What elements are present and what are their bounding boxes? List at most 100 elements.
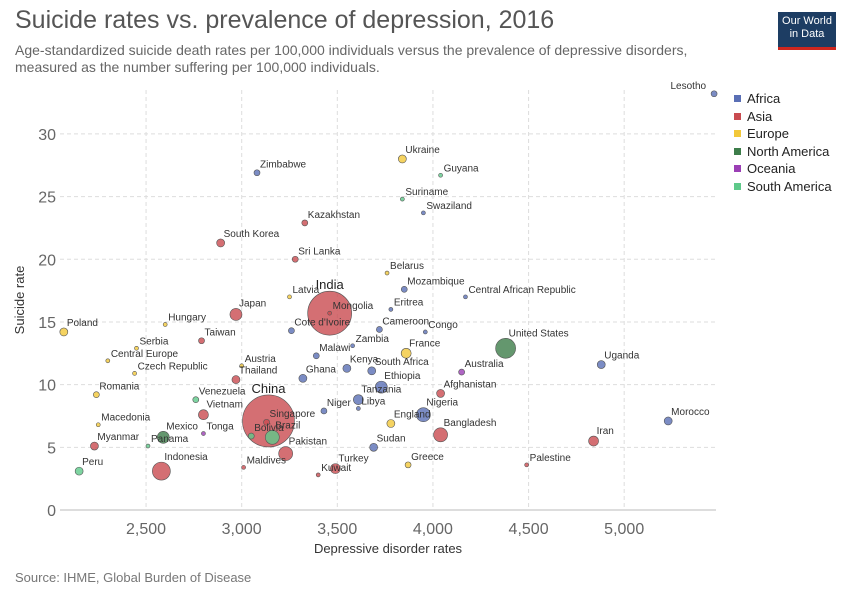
legend-item[interactable]: Asia bbox=[734, 109, 772, 124]
data-point bbox=[216, 238, 225, 248]
data-point bbox=[375, 380, 388, 394]
y-tick-label: 10 bbox=[38, 378, 56, 395]
data-point bbox=[386, 419, 396, 428]
y-tick-label: 25 bbox=[38, 190, 56, 207]
data-point bbox=[59, 327, 69, 337]
data-label: Ethiopia bbox=[384, 371, 421, 382]
x-tick-label: 3,000 bbox=[222, 521, 262, 538]
data-label: Maldives bbox=[247, 455, 286, 466]
data-point bbox=[421, 210, 426, 216]
data-point bbox=[264, 429, 280, 445]
data-point bbox=[152, 461, 171, 481]
data-label: Cote d'Ivoire bbox=[294, 318, 350, 329]
data-label: Zambia bbox=[356, 334, 390, 345]
data-label: Peru bbox=[82, 457, 103, 468]
data-label: South Korea bbox=[224, 229, 280, 240]
legend-label: Europe bbox=[747, 126, 789, 141]
data-point bbox=[342, 364, 352, 373]
data-label: Taiwan bbox=[205, 328, 236, 339]
data-label: Vietnam bbox=[206, 400, 243, 411]
data-label: Belarus bbox=[390, 261, 424, 272]
data-point bbox=[367, 366, 377, 376]
data-point bbox=[663, 416, 673, 426]
y-axis-label: Suicide rate bbox=[12, 266, 27, 335]
data-label: Indonesia bbox=[164, 452, 208, 463]
data-label: Zimbabwe bbox=[260, 160, 307, 171]
data-label: Afghanistan bbox=[444, 379, 497, 390]
x-tick-label: 2,500 bbox=[126, 521, 166, 538]
data-label: South Africa bbox=[375, 357, 429, 368]
data-label: Sudan bbox=[377, 433, 406, 444]
data-label: Iran bbox=[597, 426, 614, 437]
legend-item[interactable]: South America bbox=[734, 179, 832, 194]
data-point bbox=[438, 172, 443, 178]
x-tick-label: 5,000 bbox=[604, 521, 644, 538]
data-label: Macedonia bbox=[101, 413, 150, 424]
data-point bbox=[404, 461, 412, 469]
data-label: Mongolia bbox=[333, 301, 374, 312]
data-point bbox=[241, 465, 246, 470]
data-label: Swaziland bbox=[426, 201, 472, 212]
legend-swatch bbox=[734, 112, 741, 120]
data-label: Malawi bbox=[319, 343, 350, 354]
legend-item[interactable]: North America bbox=[734, 144, 829, 159]
data-point bbox=[433, 427, 448, 443]
data-point bbox=[301, 219, 309, 227]
data-point bbox=[710, 90, 718, 98]
data-point bbox=[298, 374, 308, 383]
data-point bbox=[263, 418, 270, 426]
data-point bbox=[198, 409, 209, 421]
legend-item[interactable]: Africa bbox=[734, 91, 780, 106]
data-point bbox=[596, 360, 606, 369]
legend-label: South America bbox=[747, 178, 832, 194]
data-point bbox=[353, 394, 364, 405]
legend-item[interactable]: Oceania bbox=[734, 161, 795, 176]
data-label: England bbox=[394, 409, 431, 420]
data-point bbox=[229, 308, 243, 321]
data-point bbox=[74, 466, 84, 476]
data-point bbox=[398, 154, 407, 164]
data-point bbox=[327, 310, 332, 316]
legend-label: North America bbox=[747, 143, 830, 159]
data-label: Panama bbox=[151, 434, 189, 445]
data-label: India bbox=[316, 277, 345, 292]
data-point bbox=[376, 326, 383, 333]
y-tick-label: 5 bbox=[47, 440, 56, 457]
data-label: Lesotho bbox=[670, 81, 706, 92]
data-point bbox=[105, 358, 111, 364]
legend-item[interactable]: Europe bbox=[734, 126, 789, 141]
data-point bbox=[145, 443, 151, 449]
data-label: Eritrea bbox=[394, 297, 424, 308]
data-point bbox=[90, 441, 99, 451]
legend-label: Asia bbox=[747, 108, 773, 124]
data-point bbox=[291, 255, 299, 263]
y-tick-label: 15 bbox=[38, 315, 56, 332]
owid-logo[interactable]: Our World in Data bbox=[778, 12, 836, 50]
x-tick-label: 3,500 bbox=[317, 521, 357, 538]
data-point bbox=[288, 327, 295, 335]
data-label: Turkey bbox=[338, 454, 368, 465]
data-label: Ukraine bbox=[405, 145, 440, 156]
data-point bbox=[400, 347, 412, 359]
data-point bbox=[369, 443, 378, 452]
data-point bbox=[278, 446, 293, 461]
data-point bbox=[320, 407, 328, 415]
data-label: Czech Republic bbox=[138, 361, 208, 372]
data-point bbox=[350, 343, 355, 349]
data-label: Romania bbox=[99, 382, 139, 393]
legend-swatch bbox=[734, 95, 741, 102]
data-label: Central African Republic bbox=[468, 285, 575, 296]
data-label: Nigeria bbox=[426, 398, 458, 409]
source-note: Source: IHME, Global Burden of Disease bbox=[15, 570, 252, 585]
data-label: Australia bbox=[465, 359, 504, 370]
data-label: Greece bbox=[411, 452, 444, 463]
data-point bbox=[400, 196, 405, 202]
data-label: Serbia bbox=[140, 336, 169, 347]
x-tick-label: 4,000 bbox=[413, 521, 453, 538]
data-point bbox=[247, 432, 255, 440]
data-label: Tanzania bbox=[361, 385, 401, 396]
y-tick-label: 30 bbox=[38, 127, 56, 144]
data-label: Kenya bbox=[350, 354, 379, 365]
logo-line-1: Our World bbox=[782, 15, 832, 27]
